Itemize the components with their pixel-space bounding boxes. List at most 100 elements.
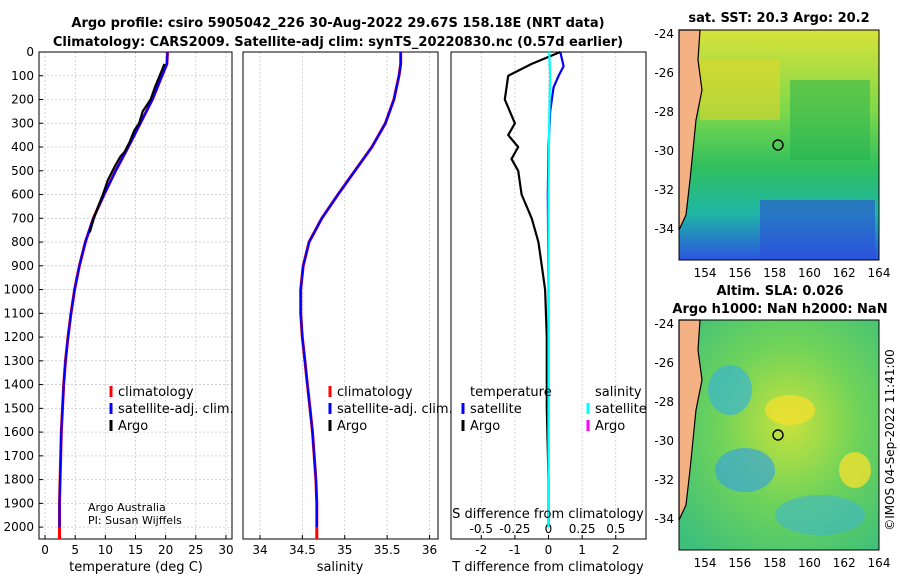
- y-tick-label: 900: [11, 259, 34, 273]
- latitude-tick-label: -32: [654, 183, 674, 197]
- x-tick-label: 35: [337, 543, 352, 557]
- legend-sal-argo-label: Argo: [595, 419, 625, 434]
- argo-location-marker: [772, 139, 784, 151]
- difference-axes: -2 -0.5 -1 -0.25 0 0 1 0.25 2 0.5: [450, 50, 647, 557]
- sst-warm-patch: [700, 60, 780, 120]
- secondary-x-tick-label: -0.25: [499, 522, 530, 536]
- y-tick-label: 1700: [3, 449, 34, 463]
- temperature-xlabel: temperature (deg C): [69, 560, 203, 575]
- figure-title-line2: Climatology: CARS2009. Satellite-adj cli…: [53, 35, 623, 50]
- salinity-difference-xlabel: S difference from climatology: [452, 507, 644, 522]
- sst-map-ticks: 154 156 158 160 162 164 -24 -26 -28 -30 -32 -34: [654, 27, 890, 280]
- y-tick-label: 700: [11, 211, 34, 225]
- x-tick-label: 2: [612, 543, 620, 557]
- latitude-tick-label: -26: [654, 356, 674, 370]
- axes-frame: [242, 51, 439, 540]
- sla-map-title-line1: Altim. SLA: 0.026: [717, 284, 844, 299]
- australia-coast-sst: [678, 29, 703, 231]
- series-line-satellite-adj-clim-: [299, 52, 402, 528]
- sla-map-frame: [678, 319, 880, 551]
- y-tick-label: 300: [11, 116, 34, 130]
- y-tick-label: 1900: [3, 496, 34, 510]
- series-line-satellite-adj-clim-: [58, 51, 169, 528]
- sla-high-eddy: [765, 395, 815, 425]
- sst-green-patch: [790, 80, 870, 160]
- longitude-tick-label: 162: [833, 556, 856, 570]
- y-tick-label: 1300: [3, 354, 34, 368]
- latitude-tick-label: -28: [654, 395, 674, 409]
- longitude-tick-label: 158: [763, 556, 786, 570]
- latitude-tick-label: -24: [654, 27, 674, 41]
- longitude-tick-label: 158: [763, 266, 786, 280]
- series-line-climatology: [58, 51, 169, 539]
- x-tick-label: -1: [509, 543, 521, 557]
- y-tick-label: 100: [11, 69, 34, 83]
- longitude-tick-label: 160: [798, 266, 821, 280]
- sla-map-title-line2: Argo h1000: NaN h2000: NaN: [672, 302, 887, 317]
- y-tick-label: 1600: [3, 425, 34, 439]
- y-tick-label: 1000: [3, 283, 34, 297]
- x-tick-label: 0: [41, 543, 49, 557]
- y-tick-label: 400: [11, 140, 34, 154]
- longitude-tick-label: 156: [728, 556, 751, 570]
- sla-low-eddy: [708, 365, 752, 415]
- temperature-legend: climatology satellite-adj. clim. Argo: [109, 385, 234, 434]
- sla-high-eddy: [839, 452, 871, 488]
- sst-cool-patch: [760, 200, 875, 260]
- x-tick-label: 5: [71, 543, 79, 557]
- x-tick-label: 34: [252, 543, 267, 557]
- secondary-x-tick-label: -0.5: [470, 522, 493, 536]
- sla-map: [678, 319, 880, 551]
- sst-map-title: sat. SST: 20.3 Argo: 20.2: [688, 11, 869, 26]
- legend-temp-argo-label: Argo: [470, 419, 500, 434]
- legend-sal-satellite-label: satellite: [595, 402, 647, 417]
- x-tick-label: 34.5: [289, 543, 316, 557]
- x-tick-label: 15: [128, 543, 143, 557]
- y-tick-label: 1500: [3, 401, 34, 415]
- legend-temperature-heading: temperature: [470, 385, 552, 400]
- longitude-tick-label: 154: [694, 556, 717, 570]
- sla-low-eddy: [715, 448, 775, 492]
- legend-satellite-label: satellite-adj. clim.: [118, 402, 234, 417]
- latitude-tick-label: -30: [654, 434, 674, 448]
- y-tick-label: 0: [26, 45, 34, 59]
- secondary-x-tick-label: 0.25: [569, 522, 596, 536]
- argo-location-marker: [772, 429, 784, 441]
- longitude-tick-label: 154: [694, 266, 717, 280]
- sst-map: [678, 29, 880, 261]
- longitude-tick-label: 156: [728, 266, 751, 280]
- secondary-x-tick-label: 0: [545, 522, 553, 536]
- secondary-x-tick-label: 0.5: [606, 522, 625, 536]
- longitude-tick-label: 164: [868, 556, 891, 570]
- latitude-tick-label: -34: [654, 512, 674, 526]
- x-tick-label: 20: [158, 543, 173, 557]
- longitude-tick-label: 162: [833, 266, 856, 280]
- y-tick-label: 600: [11, 188, 34, 202]
- x-tick-label: 0: [545, 543, 553, 557]
- sla-low-eddy: [775, 495, 865, 535]
- legend-salinity-heading: salinity: [595, 385, 642, 400]
- x-tick-label: 1: [578, 543, 586, 557]
- latitude-tick-label: -26: [654, 66, 674, 80]
- legend-temp-satellite-label: satellite: [470, 402, 522, 417]
- y-tick-label: 1100: [3, 306, 34, 320]
- series-line-argo: [88, 63, 166, 233]
- series-line-temperature-argo: [503, 50, 561, 528]
- y-tick-label: 800: [11, 235, 34, 249]
- latitude-tick-label: -32: [654, 473, 674, 487]
- latitude-tick-label: -28: [654, 105, 674, 119]
- latitude-tick-label: -34: [654, 222, 674, 236]
- x-tick-label: 36: [422, 543, 437, 557]
- y-tick-label: 2000: [3, 520, 34, 534]
- legend-argo-label: Argo: [118, 419, 148, 434]
- x-tick-label: 30: [218, 543, 233, 557]
- salinity-xlabel: salinity: [317, 560, 364, 575]
- figure-title-line1: Argo profile: csiro 5905042_226 30-Aug-2…: [71, 16, 604, 31]
- longitude-tick-label: 164: [868, 266, 891, 280]
- x-tick-label: 25: [188, 543, 203, 557]
- legend-climatology-label: climatology: [337, 385, 413, 400]
- salinity-axes: 34 34.5 35 35.5 36: [242, 51, 439, 557]
- legend-argo-label: Argo: [337, 419, 367, 434]
- y-tick-label: 1400: [3, 378, 34, 392]
